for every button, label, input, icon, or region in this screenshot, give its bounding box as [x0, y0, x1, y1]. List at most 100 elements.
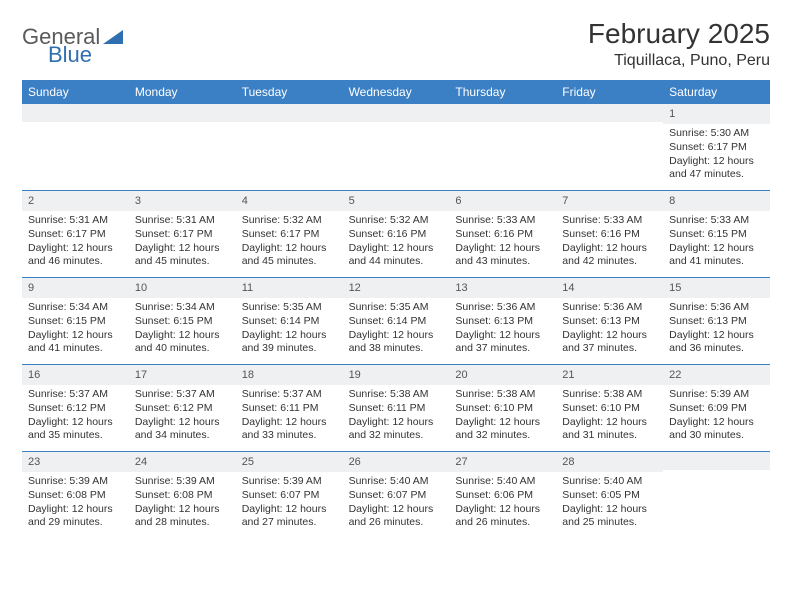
sunset-text: Sunset: 6:10 PM	[455, 402, 550, 416]
sunrise-text: Sunrise: 5:37 AM	[28, 388, 123, 402]
sunrise-text: Sunrise: 5:33 AM	[562, 214, 657, 228]
day-cell: 6Sunrise: 5:33 AMSunset: 6:16 PMDaylight…	[449, 191, 556, 277]
day-number: 17	[129, 365, 236, 385]
day-cell: 28Sunrise: 5:40 AMSunset: 6:05 PMDayligh…	[556, 452, 663, 538]
day-body: Sunrise: 5:33 AMSunset: 6:16 PMDaylight:…	[556, 211, 663, 274]
day-number: 3	[129, 191, 236, 211]
week-row: 2Sunrise: 5:31 AMSunset: 6:17 PMDaylight…	[22, 191, 770, 278]
sunset-text: Sunset: 6:13 PM	[455, 315, 550, 329]
sunrise-text: Sunrise: 5:36 AM	[455, 301, 550, 315]
sunset-text: Sunset: 6:11 PM	[242, 402, 337, 416]
sunset-text: Sunset: 6:17 PM	[242, 228, 337, 242]
sunrise-text: Sunrise: 5:40 AM	[455, 475, 550, 489]
sunrise-text: Sunrise: 5:36 AM	[669, 301, 764, 315]
daylight-text: Daylight: 12 hours and 32 minutes.	[455, 416, 550, 443]
dow-monday: Monday	[129, 80, 236, 104]
week-row: 23Sunrise: 5:39 AMSunset: 6:08 PMDayligh…	[22, 452, 770, 538]
sunset-text: Sunset: 6:08 PM	[28, 489, 123, 503]
day-number	[236, 104, 343, 122]
day-cell: 19Sunrise: 5:38 AMSunset: 6:11 PMDayligh…	[343, 365, 450, 451]
sunset-text: Sunset: 6:07 PM	[242, 489, 337, 503]
day-cell: 10Sunrise: 5:34 AMSunset: 6:15 PMDayligh…	[129, 278, 236, 364]
day-body: Sunrise: 5:37 AMSunset: 6:11 PMDaylight:…	[236, 385, 343, 448]
daylight-text: Daylight: 12 hours and 37 minutes.	[562, 329, 657, 356]
day-cell	[556, 104, 663, 190]
day-body: Sunrise: 5:39 AMSunset: 6:08 PMDaylight:…	[129, 472, 236, 535]
day-body: Sunrise: 5:39 AMSunset: 6:08 PMDaylight:…	[22, 472, 129, 535]
daylight-text: Daylight: 12 hours and 25 minutes.	[562, 503, 657, 530]
daylight-text: Daylight: 12 hours and 33 minutes.	[242, 416, 337, 443]
sunrise-text: Sunrise: 5:39 AM	[135, 475, 230, 489]
dow-sunday: Sunday	[22, 80, 129, 104]
sunrise-text: Sunrise: 5:38 AM	[562, 388, 657, 402]
day-cell: 25Sunrise: 5:39 AMSunset: 6:07 PMDayligh…	[236, 452, 343, 538]
sunrise-text: Sunrise: 5:35 AM	[349, 301, 444, 315]
day-cell: 20Sunrise: 5:38 AMSunset: 6:10 PMDayligh…	[449, 365, 556, 451]
day-body	[663, 470, 770, 478]
day-cell: 26Sunrise: 5:40 AMSunset: 6:07 PMDayligh…	[343, 452, 450, 538]
sunset-text: Sunset: 6:08 PM	[135, 489, 230, 503]
day-number: 21	[556, 365, 663, 385]
day-body: Sunrise: 5:31 AMSunset: 6:17 PMDaylight:…	[129, 211, 236, 274]
sunset-text: Sunset: 6:07 PM	[349, 489, 444, 503]
day-body: Sunrise: 5:37 AMSunset: 6:12 PMDaylight:…	[22, 385, 129, 448]
daylight-text: Daylight: 12 hours and 29 minutes.	[28, 503, 123, 530]
day-cell: 9Sunrise: 5:34 AMSunset: 6:15 PMDaylight…	[22, 278, 129, 364]
daylight-text: Daylight: 12 hours and 47 minutes.	[669, 155, 764, 182]
sunset-text: Sunset: 6:15 PM	[28, 315, 123, 329]
sunrise-text: Sunrise: 5:37 AM	[242, 388, 337, 402]
day-body: Sunrise: 5:40 AMSunset: 6:05 PMDaylight:…	[556, 472, 663, 535]
weeks-container: 1Sunrise: 5:30 AMSunset: 6:17 PMDaylight…	[22, 104, 770, 538]
day-number: 9	[22, 278, 129, 298]
day-of-week-header: Sunday Monday Tuesday Wednesday Thursday…	[22, 80, 770, 104]
sunrise-text: Sunrise: 5:39 AM	[242, 475, 337, 489]
day-number: 22	[663, 365, 770, 385]
daylight-text: Daylight: 12 hours and 46 minutes.	[28, 242, 123, 269]
day-number	[22, 104, 129, 122]
day-body	[129, 122, 236, 130]
day-number: 15	[663, 278, 770, 298]
week-row: 9Sunrise: 5:34 AMSunset: 6:15 PMDaylight…	[22, 278, 770, 365]
day-number: 16	[22, 365, 129, 385]
day-body: Sunrise: 5:34 AMSunset: 6:15 PMDaylight:…	[129, 298, 236, 361]
day-cell	[343, 104, 450, 190]
sunset-text: Sunset: 6:15 PM	[135, 315, 230, 329]
day-number: 14	[556, 278, 663, 298]
sunset-text: Sunset: 6:15 PM	[669, 228, 764, 242]
sunrise-text: Sunrise: 5:31 AM	[135, 214, 230, 228]
day-cell: 13Sunrise: 5:36 AMSunset: 6:13 PMDayligh…	[449, 278, 556, 364]
day-cell: 21Sunrise: 5:38 AMSunset: 6:10 PMDayligh…	[556, 365, 663, 451]
daylight-text: Daylight: 12 hours and 28 minutes.	[135, 503, 230, 530]
day-cell: 11Sunrise: 5:35 AMSunset: 6:14 PMDayligh…	[236, 278, 343, 364]
sunrise-text: Sunrise: 5:40 AM	[562, 475, 657, 489]
day-body	[343, 122, 450, 130]
dow-thursday: Thursday	[449, 80, 556, 104]
day-body: Sunrise: 5:36 AMSunset: 6:13 PMDaylight:…	[663, 298, 770, 361]
calendar: Sunday Monday Tuesday Wednesday Thursday…	[22, 80, 770, 538]
daylight-text: Daylight: 12 hours and 31 minutes.	[562, 416, 657, 443]
day-number	[449, 104, 556, 122]
day-cell	[663, 452, 770, 538]
day-number: 8	[663, 191, 770, 211]
day-body: Sunrise: 5:40 AMSunset: 6:07 PMDaylight:…	[343, 472, 450, 535]
daylight-text: Daylight: 12 hours and 45 minutes.	[242, 242, 337, 269]
sunrise-text: Sunrise: 5:33 AM	[669, 214, 764, 228]
day-number: 18	[236, 365, 343, 385]
day-body: Sunrise: 5:38 AMSunset: 6:11 PMDaylight:…	[343, 385, 450, 448]
week-row: 1Sunrise: 5:30 AMSunset: 6:17 PMDaylight…	[22, 104, 770, 191]
day-cell: 4Sunrise: 5:32 AMSunset: 6:17 PMDaylight…	[236, 191, 343, 277]
day-body: Sunrise: 5:34 AMSunset: 6:15 PMDaylight:…	[22, 298, 129, 361]
day-number: 26	[343, 452, 450, 472]
day-cell: 17Sunrise: 5:37 AMSunset: 6:12 PMDayligh…	[129, 365, 236, 451]
sunrise-text: Sunrise: 5:31 AM	[28, 214, 123, 228]
day-cell: 7Sunrise: 5:33 AMSunset: 6:16 PMDaylight…	[556, 191, 663, 277]
day-cell: 15Sunrise: 5:36 AMSunset: 6:13 PMDayligh…	[663, 278, 770, 364]
sunrise-text: Sunrise: 5:34 AM	[135, 301, 230, 315]
day-body: Sunrise: 5:30 AMSunset: 6:17 PMDaylight:…	[663, 124, 770, 187]
daylight-text: Daylight: 12 hours and 36 minutes.	[669, 329, 764, 356]
day-number: 27	[449, 452, 556, 472]
header: General February 2025 Tiquillaca, Puno, …	[22, 18, 770, 70]
day-number: 4	[236, 191, 343, 211]
day-body: Sunrise: 5:38 AMSunset: 6:10 PMDaylight:…	[556, 385, 663, 448]
sunset-text: Sunset: 6:13 PM	[562, 315, 657, 329]
